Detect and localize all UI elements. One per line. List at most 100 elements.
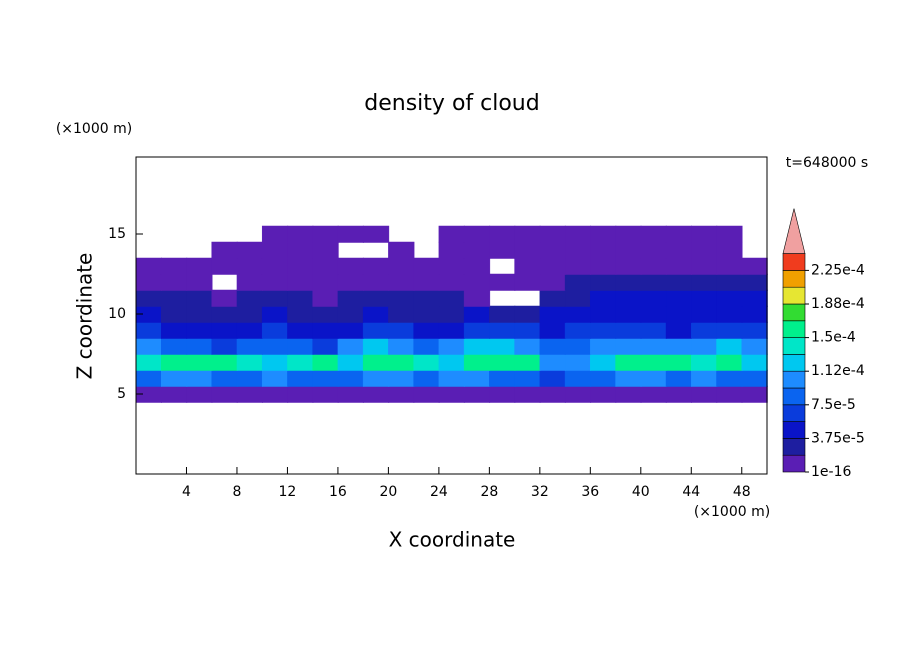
contour-cell (413, 353, 440, 371)
contour-cell (463, 369, 491, 387)
contour-cell (539, 337, 566, 355)
colorbar-box (782, 286, 806, 305)
contour-cell (539, 385, 566, 403)
contour-cell (564, 337, 592, 355)
contour-cell (463, 305, 491, 323)
contour-cell (186, 321, 213, 339)
contour-cell (564, 369, 592, 387)
contour-cell (539, 369, 566, 387)
contour-cell (186, 257, 213, 275)
contour-cell (590, 385, 617, 403)
contour-cell (160, 273, 188, 291)
contour-cell (741, 321, 768, 339)
contour-cell (463, 225, 491, 243)
contour-cell (665, 289, 693, 307)
y-tick-label: 5 (117, 386, 126, 402)
contour-cell (211, 289, 238, 307)
colorbar-box (782, 270, 806, 288)
contour-cell (514, 337, 541, 355)
contour-cell (312, 257, 339, 275)
contour-cell (312, 385, 339, 403)
contour-cell (337, 273, 364, 291)
contour-cell (463, 289, 491, 307)
contour-cell (287, 241, 314, 259)
contour-cell (236, 289, 263, 307)
contour-cell (186, 273, 213, 291)
contour-cell (489, 225, 516, 243)
contour-cell (640, 305, 667, 323)
contour-cell (438, 257, 465, 275)
contour-cell (564, 225, 592, 243)
colorbar-label: 3.75e-5 (811, 430, 865, 446)
contour-cell (438, 225, 465, 243)
contour-cell (539, 225, 566, 243)
contour-cell (489, 385, 516, 403)
contour-cell (287, 337, 314, 355)
contour-cell (514, 257, 541, 275)
contour-cell (716, 369, 743, 387)
colorbar-label: 7.5e-5 (811, 397, 856, 413)
contour-cell (615, 305, 642, 323)
contour-cell (362, 257, 390, 275)
contour-cell (640, 321, 667, 339)
contour-cell (413, 257, 440, 275)
contour-cell (388, 337, 415, 355)
contour-cell (287, 385, 314, 403)
contour-cell (514, 273, 541, 291)
contour-cell (438, 273, 465, 291)
contour-cell (287, 289, 314, 307)
contour-cell (564, 289, 592, 307)
contour-cell (539, 273, 566, 291)
x-tick-label: 4 (182, 484, 191, 500)
contour-cell (463, 273, 491, 291)
contour-cell (362, 305, 390, 323)
contour-cell (312, 289, 339, 307)
contour-cell (388, 241, 415, 259)
contour-cell (665, 241, 693, 259)
contour-cell (640, 241, 667, 259)
y-tick-label: 15 (108, 226, 126, 242)
contour-cell (716, 337, 743, 355)
contour-cell (160, 289, 188, 307)
contour-cell (489, 337, 516, 355)
contour-cell (665, 273, 693, 291)
contour-cell (691, 385, 718, 403)
contour-cell (665, 257, 693, 275)
y-axis-title: Z coordinate (73, 253, 97, 380)
contour-cell (211, 257, 238, 275)
contour-cell (160, 385, 188, 403)
contour-cell (539, 321, 566, 339)
contour-cell (691, 321, 718, 339)
x-tick-label: 12 (279, 484, 297, 500)
contour-cell (615, 241, 642, 259)
y-tick-label: 10 (108, 306, 126, 322)
contour-cell (312, 273, 339, 291)
contour-cell (261, 273, 289, 291)
contour-cell (438, 337, 465, 355)
contour-cell (135, 273, 162, 291)
contour-cell (135, 289, 162, 307)
contour-cell (741, 353, 768, 371)
contour-cell (590, 337, 617, 355)
x-unit: (×1000 m) (694, 504, 770, 520)
contour-cell (413, 321, 440, 339)
x-tick-label: 24 (430, 484, 448, 500)
contour-cell (463, 337, 491, 355)
contour-cell (665, 369, 693, 387)
colorbar-label: 1.12e-4 (811, 363, 865, 379)
contour-cell (640, 385, 667, 403)
contour-cell (287, 225, 314, 243)
contour-cell (388, 305, 415, 323)
contour-cell (489, 305, 516, 323)
contour-cell (514, 241, 541, 259)
contour-cell (716, 353, 743, 371)
contour-cell (564, 273, 592, 291)
contour-cell (160, 257, 188, 275)
contour-cell (211, 369, 238, 387)
contour-cell (615, 257, 642, 275)
contour-cell (186, 337, 213, 355)
contour-cell (590, 369, 617, 387)
contour-cell (741, 257, 768, 275)
contour-cell (564, 321, 592, 339)
contour-cell (463, 241, 491, 259)
